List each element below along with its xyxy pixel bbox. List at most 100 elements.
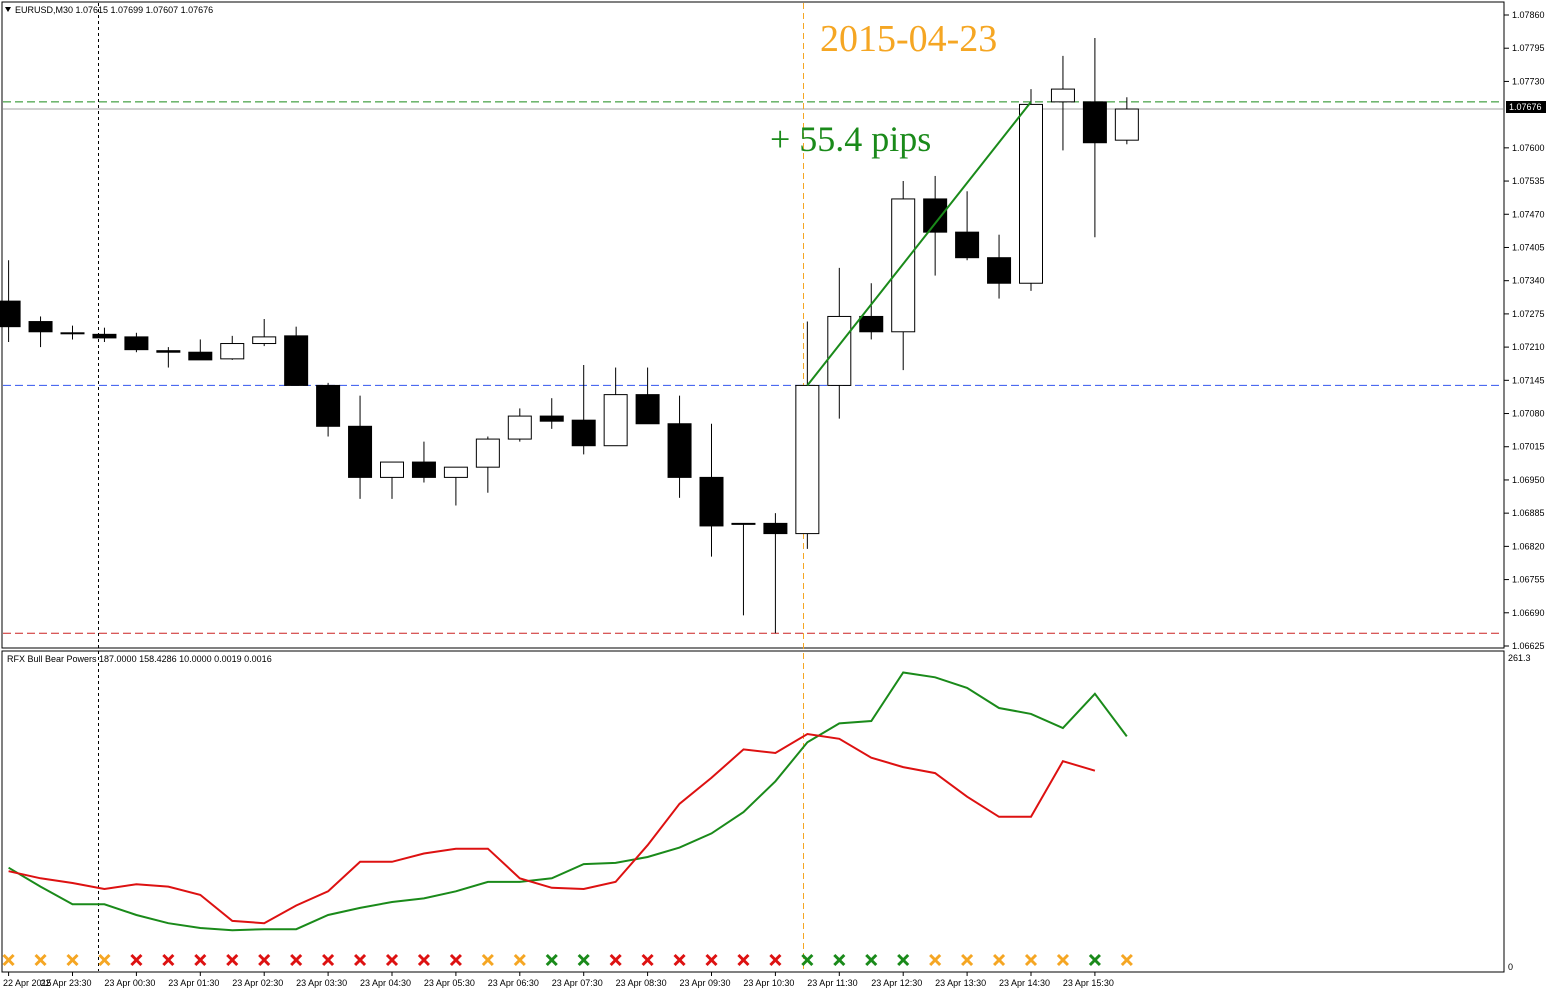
candle-14[interactable] xyxy=(443,466,468,506)
candle-body-4 xyxy=(124,336,149,351)
time-tick-label-11: 23 Apr 09:30 xyxy=(680,978,731,988)
candle-11[interactable] xyxy=(348,395,373,499)
signal-cross-15 xyxy=(481,953,494,967)
candle-31[interactable] xyxy=(987,234,1012,299)
pips-annotation: + 55.4 pips xyxy=(770,119,931,159)
candle-13[interactable] xyxy=(411,441,436,483)
signal-cross-11 xyxy=(353,953,367,967)
candle-body-21 xyxy=(667,423,692,478)
signal-cross-19 xyxy=(609,953,622,967)
price-pane[interactable] xyxy=(1,1,1505,649)
candle-body-10 xyxy=(316,384,341,427)
candle-6[interactable] xyxy=(188,339,213,361)
time-tick-label-17: 23 Apr 15:30 xyxy=(1063,978,1114,988)
symbol-menu-triangle-icon[interactable] xyxy=(5,7,11,12)
price-tick-label-9: 1.07210 xyxy=(1512,342,1545,352)
candle-body-34 xyxy=(1082,101,1107,144)
candle-21[interactable] xyxy=(667,395,692,498)
signal-cross-34 xyxy=(1088,953,1101,967)
signal-cross-24 xyxy=(769,953,782,967)
candle-9[interactable] xyxy=(284,326,309,386)
signal-cross-2 xyxy=(66,953,79,967)
price-tick-label-6: 1.07405 xyxy=(1512,242,1545,252)
candle-body-27 xyxy=(859,315,884,333)
indicator-tick-label-1: 0 xyxy=(1508,962,1513,972)
indicator-header: RFX Bull Bear Powers 187.0000 158.4286 1… xyxy=(7,654,272,664)
candle-22[interactable] xyxy=(699,423,724,557)
candle-30[interactable] xyxy=(955,191,980,261)
candle-12[interactable] xyxy=(380,461,404,499)
signal-cross-25 xyxy=(801,953,814,967)
signal-cross-6 xyxy=(194,953,207,967)
signal-cross-22 xyxy=(705,953,718,967)
candle-body-23 xyxy=(731,522,756,525)
candle-33[interactable] xyxy=(1050,55,1075,151)
signal-cross-35 xyxy=(1120,953,1133,967)
candle-2[interactable] xyxy=(60,325,85,340)
candle-34[interactable] xyxy=(1082,37,1107,238)
indicator-tick-label-0: 261.3 xyxy=(1508,653,1531,663)
signal-cross-16 xyxy=(513,953,526,967)
signal-cross-31 xyxy=(992,953,1006,967)
candle-20[interactable] xyxy=(635,367,660,425)
signal-cross-13 xyxy=(417,953,431,967)
candle-body-15 xyxy=(475,438,500,468)
candle-15[interactable] xyxy=(475,436,500,493)
date-annotation: 2015-04-23 xyxy=(820,18,997,60)
candle-8[interactable] xyxy=(252,319,277,347)
signal-cross-21 xyxy=(673,953,686,967)
candle-17[interactable] xyxy=(539,398,564,429)
signal-cross-1 xyxy=(34,953,47,967)
candle-26[interactable] xyxy=(827,267,852,419)
indicator-series-1[interactable] xyxy=(8,732,1096,925)
candle-body-2 xyxy=(60,332,85,335)
candle-0[interactable] xyxy=(0,260,21,342)
price-tick-label-2: 1.07730 xyxy=(1512,76,1545,86)
candle-3[interactable] xyxy=(92,327,117,342)
signal-cross-32 xyxy=(1024,953,1038,967)
time-tick-label-1: 22 Apr 23:30 xyxy=(41,978,92,988)
candle-10[interactable] xyxy=(316,382,341,437)
signal-cross-20 xyxy=(641,953,654,967)
candle-body-33 xyxy=(1050,88,1075,103)
candle-35[interactable] xyxy=(1114,97,1139,145)
candle-24[interactable] xyxy=(763,513,788,634)
candle-body-32 xyxy=(1019,103,1043,284)
signal-cross-28 xyxy=(897,953,910,967)
candle-27[interactable] xyxy=(859,283,884,340)
time-tick-label-2: 23 Apr 00:30 xyxy=(104,978,155,988)
candle-body-16 xyxy=(507,415,532,440)
time-tick-label-16: 23 Apr 14:30 xyxy=(999,978,1050,988)
trend-line[interactable] xyxy=(806,101,1032,387)
candle-23[interactable] xyxy=(731,522,756,616)
candle-18[interactable] xyxy=(571,364,596,455)
signal-cross-4 xyxy=(130,953,143,967)
signal-cross-14 xyxy=(449,953,462,967)
candle-body-24 xyxy=(763,522,788,535)
signal-cross-3 xyxy=(98,953,111,967)
candle-body-35 xyxy=(1114,108,1139,141)
indicator-series-0[interactable] xyxy=(8,671,1128,932)
candle-body-9 xyxy=(284,335,309,386)
candle-body-5 xyxy=(156,350,181,353)
time-tick-label-5: 23 Apr 03:30 xyxy=(296,978,347,988)
candle-19[interactable] xyxy=(603,367,628,447)
time-tick-label-9: 23 Apr 07:30 xyxy=(552,978,603,988)
symbol-header: EURUSD,M30 1.07615 1.07699 1.07607 1.076… xyxy=(15,5,213,15)
price-tick-label-16: 1.06755 xyxy=(1512,575,1545,585)
indicator-pane[interactable] xyxy=(1,650,1505,973)
candle-29[interactable] xyxy=(923,175,948,276)
candle-body-13 xyxy=(411,461,436,478)
candle-7[interactable] xyxy=(220,335,245,360)
candle-32[interactable] xyxy=(1019,89,1043,291)
signal-cross-0 xyxy=(2,953,15,967)
candle-4[interactable] xyxy=(124,332,149,353)
price-tick-label-0: 1.07860 xyxy=(1512,10,1545,20)
price-tick-label-3: 1.07600 xyxy=(1512,143,1545,153)
price-tick-label-7: 1.07340 xyxy=(1512,276,1545,286)
candle-16[interactable] xyxy=(507,408,532,442)
candle-1[interactable] xyxy=(28,316,53,348)
current-price-box xyxy=(1506,101,1546,113)
candle-5[interactable] xyxy=(156,347,181,368)
